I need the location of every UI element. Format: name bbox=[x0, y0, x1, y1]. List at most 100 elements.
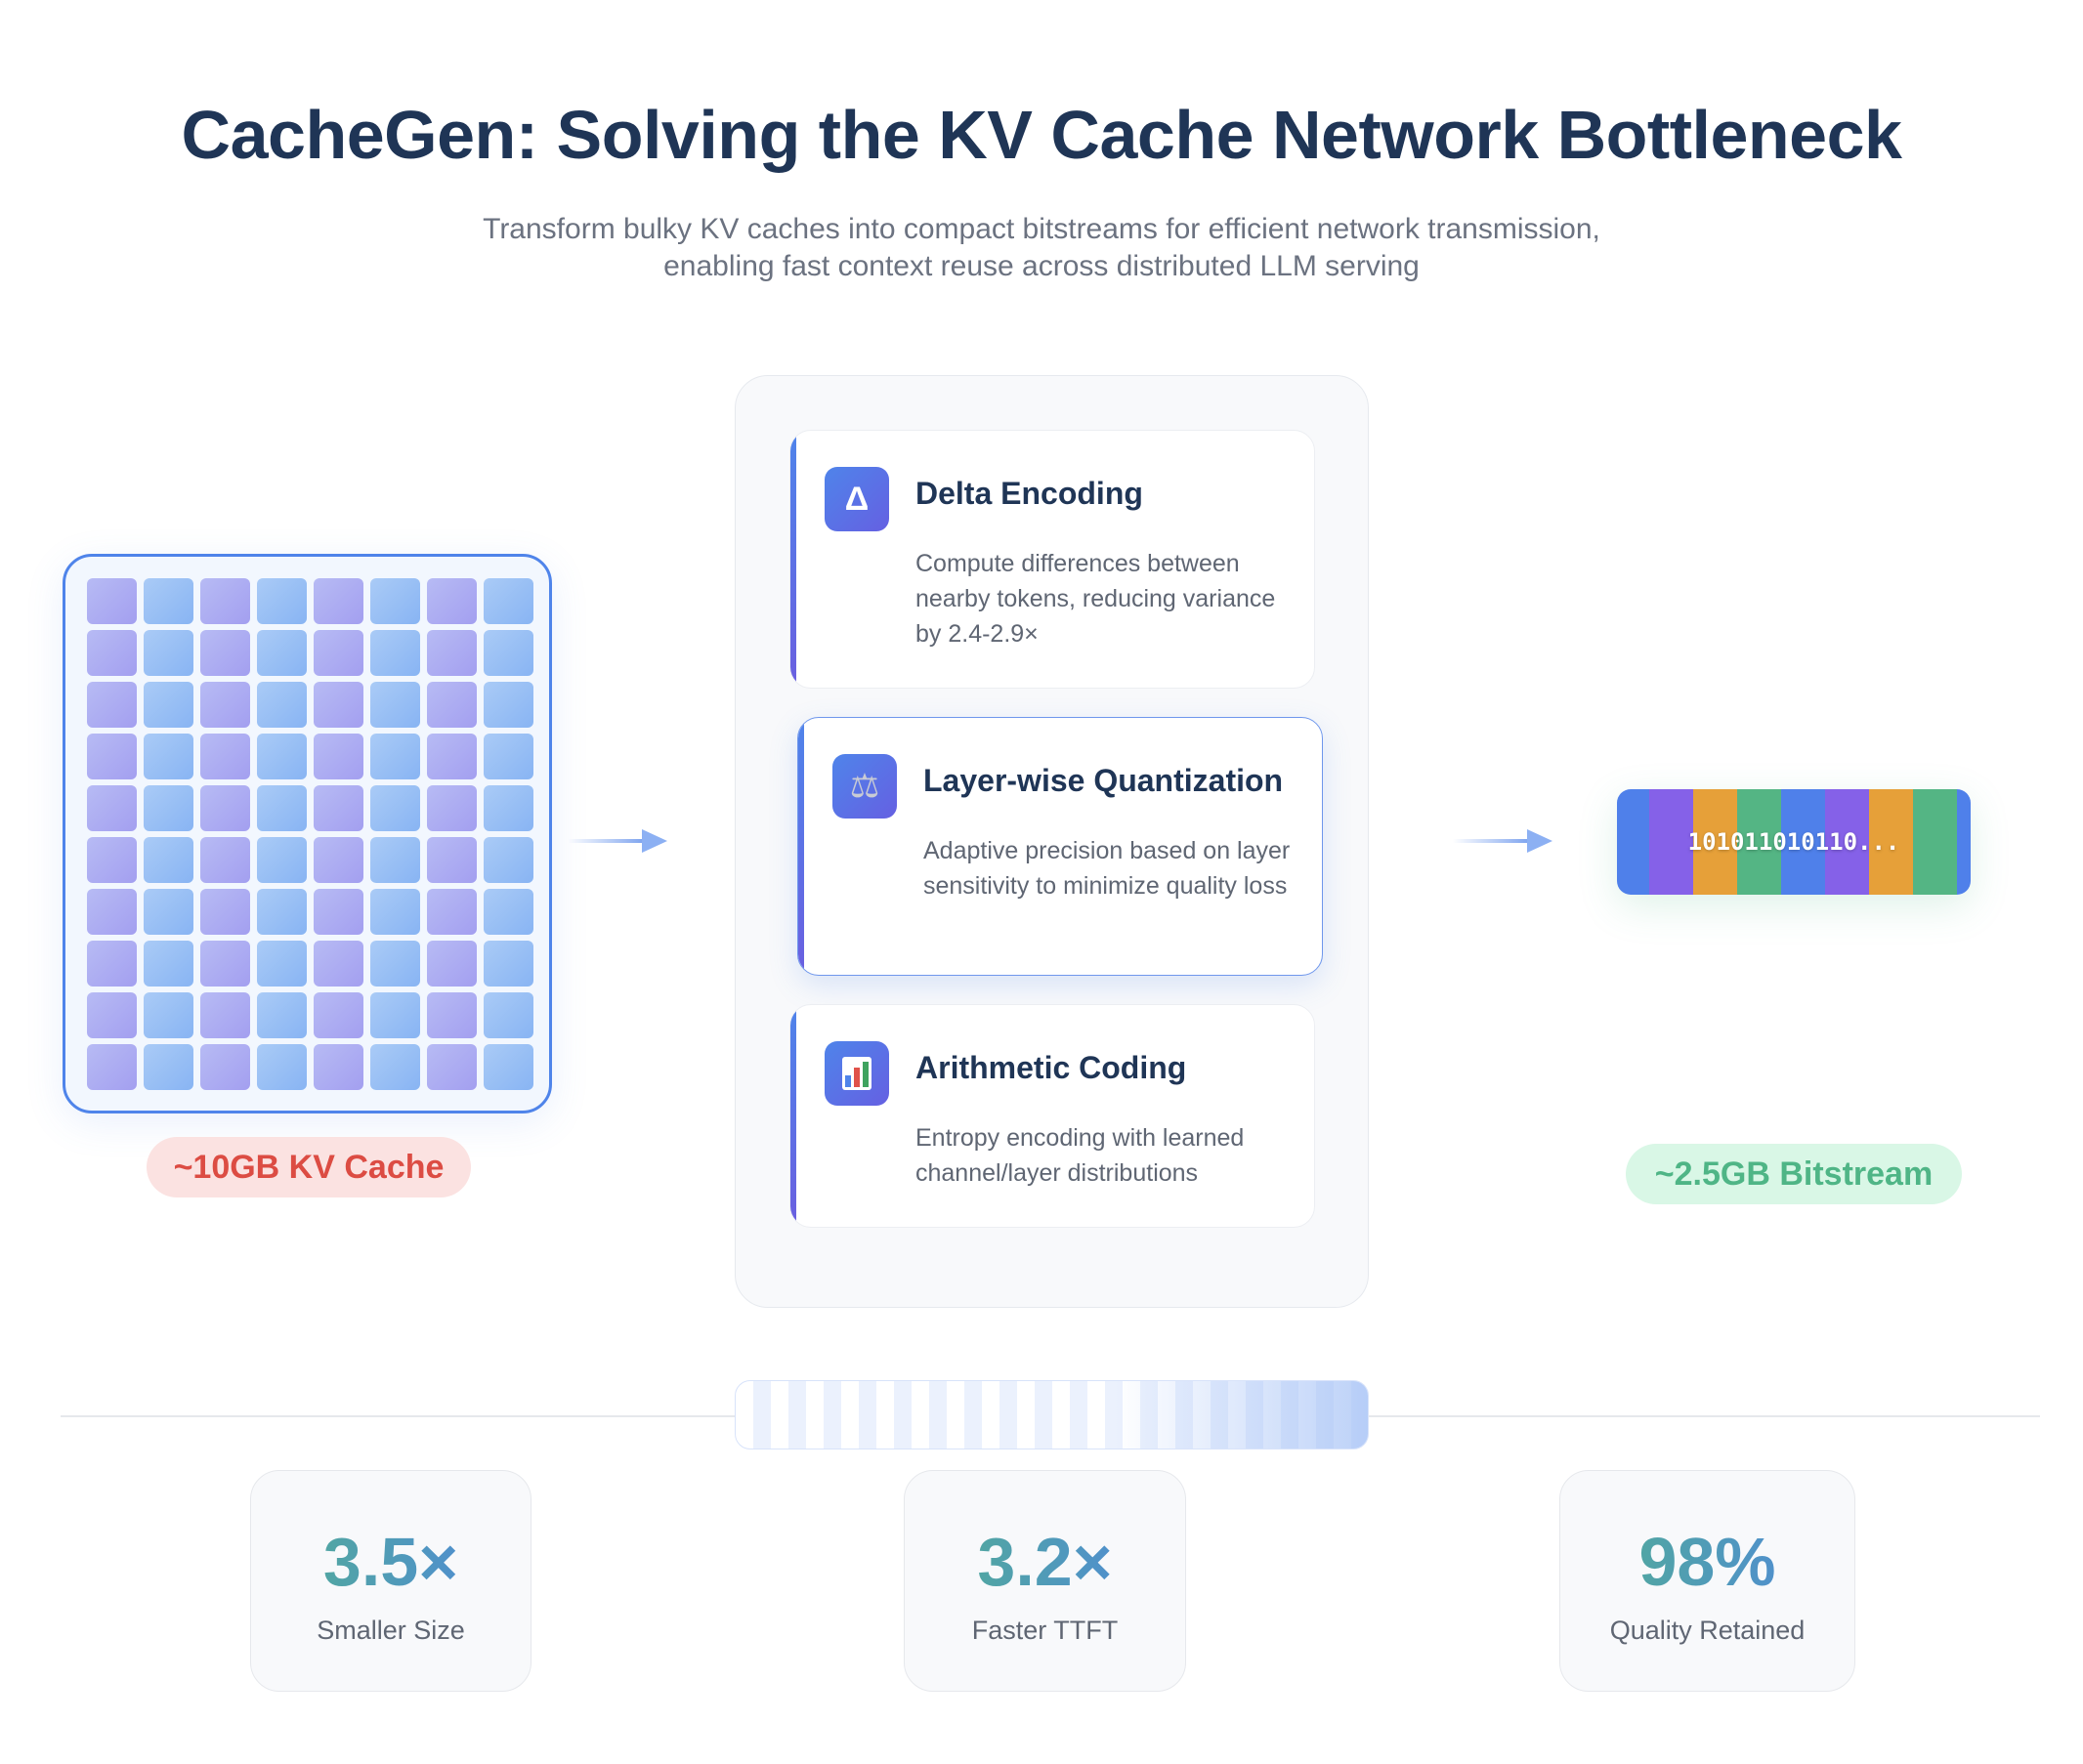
stat-card-size: 3.5× Smaller Size bbox=[250, 1470, 531, 1692]
kv-cache-cell bbox=[144, 837, 193, 883]
bitstream-stripe bbox=[1617, 789, 1649, 895]
kv-cache-cell bbox=[427, 682, 477, 728]
bitstream-stripe bbox=[1913, 789, 1957, 895]
kv-cache-size-badge: ~10GB KV Cache bbox=[147, 1137, 471, 1197]
kv-cache-cell bbox=[427, 992, 477, 1038]
step-description: Compute differences between nearby token… bbox=[915, 550, 1276, 648]
kv-cache-cell bbox=[200, 941, 250, 987]
kv-cache-cell bbox=[370, 992, 420, 1038]
scales-icon: ⚖ bbox=[832, 754, 897, 819]
kv-cache-cell bbox=[257, 837, 307, 883]
kv-cache-cell bbox=[87, 630, 137, 676]
kv-cache-cell bbox=[314, 578, 363, 624]
kv-cache-cell bbox=[484, 1044, 533, 1090]
kv-cache-cell bbox=[314, 941, 363, 987]
kv-cache-cell bbox=[257, 578, 307, 624]
kv-cache-cell bbox=[484, 837, 533, 883]
kv-cache-cell bbox=[427, 1044, 477, 1090]
bitstream-block: 101011010110... bbox=[1617, 789, 1971, 895]
kv-cache-cell bbox=[484, 941, 533, 987]
stat-label: Quality Retained bbox=[1609, 1616, 1806, 1645]
delta-icon: Δ bbox=[825, 467, 889, 531]
kv-cache-cell bbox=[200, 734, 250, 779]
kv-cache-cell bbox=[427, 837, 477, 883]
kv-cache-cell bbox=[200, 837, 250, 883]
kv-cache-cell bbox=[427, 734, 477, 779]
kv-cache-cell bbox=[144, 578, 193, 624]
kv-cache-cell bbox=[144, 682, 193, 728]
kv-cache-cell bbox=[370, 630, 420, 676]
kv-cache-cell bbox=[87, 992, 137, 1038]
stat-card-ttft: 3.2× Faster TTFT bbox=[904, 1470, 1186, 1692]
bitstream-size-badge: ~2.5GB Bitstream bbox=[1626, 1144, 1962, 1204]
kv-cache-cell bbox=[200, 1044, 250, 1090]
transmission-strip-fill bbox=[1115, 1381, 1368, 1449]
kv-cache-cell bbox=[87, 837, 137, 883]
kv-cache-cell bbox=[484, 889, 533, 935]
kv-cache-cell bbox=[200, 578, 250, 624]
kv-cache-cell bbox=[144, 1044, 193, 1090]
subtitle-line-2: enabling fast context reuse across distr… bbox=[663, 250, 1420, 282]
bitstream-stripe bbox=[1693, 789, 1737, 895]
kv-cache-cell bbox=[257, 889, 307, 935]
kv-cache-cell bbox=[484, 630, 533, 676]
stat-value: 3.5× bbox=[251, 1523, 531, 1601]
step-description: Adaptive precision based on layer sensit… bbox=[923, 837, 1291, 900]
kv-cache-block bbox=[63, 554, 552, 1113]
card-accent bbox=[790, 1005, 796, 1227]
kv-cache-cell bbox=[87, 578, 137, 624]
kv-cache-cell bbox=[314, 1044, 363, 1090]
kv-cache-cell bbox=[200, 889, 250, 935]
kv-cache-cell bbox=[314, 734, 363, 779]
kv-cache-cell bbox=[427, 578, 477, 624]
step-card-layer-wise-quantization[interactable]: ⚖ Layer-wise Quantization Adaptive preci… bbox=[797, 717, 1323, 976]
kv-cache-cell bbox=[484, 992, 533, 1038]
kv-cache-cell bbox=[87, 682, 137, 728]
kv-cache-cell bbox=[257, 992, 307, 1038]
kv-cache-cell bbox=[144, 734, 193, 779]
bitstream-stripe bbox=[1869, 789, 1913, 895]
kv-cache-cell bbox=[484, 785, 533, 831]
kv-cache-cell bbox=[427, 941, 477, 987]
step-title: Delta Encoding bbox=[915, 476, 1143, 511]
kv-cache-cell bbox=[200, 785, 250, 831]
kv-cache-cell bbox=[484, 578, 533, 624]
kv-cache-cell bbox=[314, 889, 363, 935]
step-card-delta-encoding[interactable]: Δ Delta Encoding Compute differences bet… bbox=[789, 430, 1315, 689]
kv-cache-cell bbox=[257, 785, 307, 831]
kv-cache-cell bbox=[427, 630, 477, 676]
step-title: Arithmetic Coding bbox=[915, 1050, 1187, 1085]
stat-value: 3.2× bbox=[905, 1523, 1185, 1601]
stat-label: Faster TTFT bbox=[971, 1616, 1119, 1645]
kv-cache-cell bbox=[314, 785, 363, 831]
card-accent bbox=[798, 718, 804, 975]
step-card-arithmetic-coding[interactable]: Arithmetic Coding Entropy encoding with … bbox=[789, 1004, 1315, 1228]
kv-cache-cell bbox=[87, 1044, 137, 1090]
kv-cache-cell bbox=[370, 785, 420, 831]
kv-cache-cell bbox=[257, 1044, 307, 1090]
kv-cache-cell bbox=[370, 578, 420, 624]
kv-cache-cell bbox=[144, 992, 193, 1038]
bitstream-bits: 101011010110... bbox=[1687, 828, 1900, 856]
bitstream-stripe bbox=[1781, 789, 1825, 895]
kv-cache-cell bbox=[257, 734, 307, 779]
kv-cache-cell bbox=[370, 1044, 420, 1090]
kv-cache-cell bbox=[484, 682, 533, 728]
kv-cache-cell bbox=[370, 941, 420, 987]
kv-cache-cell bbox=[257, 682, 307, 728]
kv-cache-cell bbox=[484, 734, 533, 779]
stat-label: Smaller Size bbox=[317, 1616, 465, 1645]
bitstream-stripe bbox=[1825, 789, 1869, 895]
kv-cache-cell bbox=[314, 630, 363, 676]
kv-cache-cell bbox=[257, 630, 307, 676]
kv-cache-cell bbox=[370, 682, 420, 728]
kv-cache-cell bbox=[87, 889, 137, 935]
kv-cache-cell bbox=[87, 734, 137, 779]
kv-cache-cell bbox=[200, 630, 250, 676]
kv-cache-cell bbox=[370, 837, 420, 883]
bitstream-stripe bbox=[1649, 789, 1693, 895]
kv-cache-cell bbox=[314, 682, 363, 728]
kv-cache-cell bbox=[314, 837, 363, 883]
card-accent bbox=[790, 431, 796, 688]
kv-cache-cell bbox=[144, 889, 193, 935]
